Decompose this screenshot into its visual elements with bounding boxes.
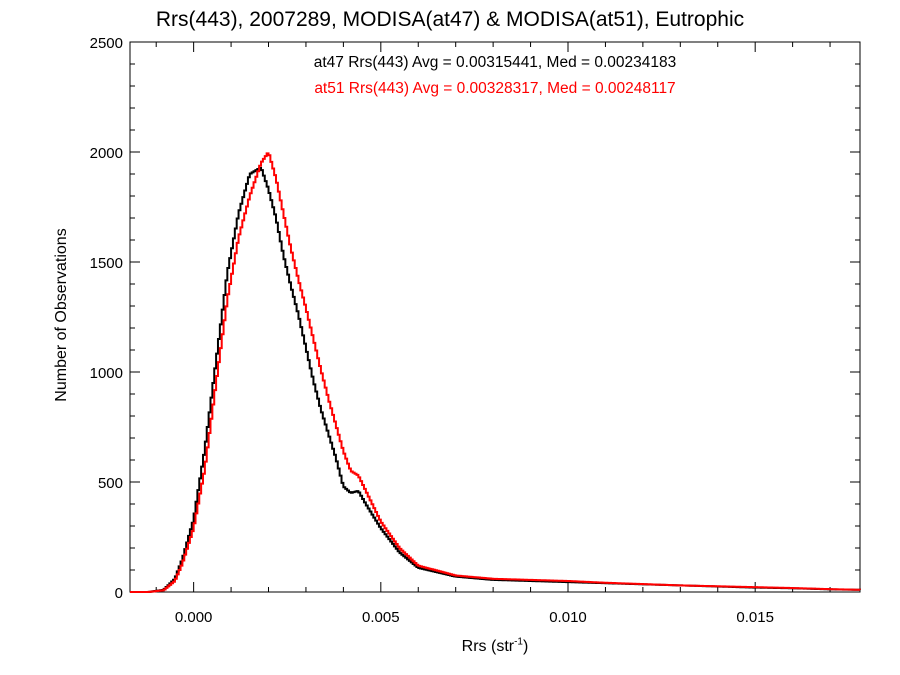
- y-axis-label: Number of Observations: [53, 228, 70, 402]
- x-axis-label: Rrs (str-1): [130, 636, 860, 656]
- y-tick-label: 1500: [90, 255, 123, 272]
- y-tick-label: 2500: [90, 35, 123, 52]
- series-lines: [130, 152, 861, 593]
- x-axis-label-text: Rrs (str: [461, 638, 515, 655]
- x-axis-label-superscript: -1: [514, 636, 523, 648]
- x-tick-label: 0.015: [736, 609, 774, 626]
- tick-labels: 0.000 0.005 0.010 0.015 0 500 1000 1500 2000 2500: [90, 35, 774, 626]
- y-tick-label: 2000: [90, 145, 123, 162]
- x-tick-label: 0.010: [549, 609, 587, 626]
- chart-title: Rrs(443), 2007289, MODISA(at47) & MODISA…: [155, 8, 745, 31]
- axis-ticks: [130, 41, 860, 593]
- annotation-at47: at47 Rrs(443) Avg = 0.00315441, Med = 0.…: [313, 54, 677, 71]
- annotation-at51: at51 Rrs(443) Avg = 0.00328317, Med = 0.…: [314, 80, 676, 97]
- y-tick-label: 0: [115, 585, 123, 602]
- axes-frame: [129, 41, 861, 593]
- x-axis-label-close: ): [523, 638, 529, 655]
- y-tick-label: 1000: [90, 365, 123, 382]
- x-tick-label: 0.000: [175, 609, 213, 626]
- y-tick-label: 500: [98, 475, 123, 492]
- series-line-at51: [130, 152, 861, 593]
- x-tick-label: 0.005: [362, 609, 400, 626]
- plot-frame: [129, 41, 861, 593]
